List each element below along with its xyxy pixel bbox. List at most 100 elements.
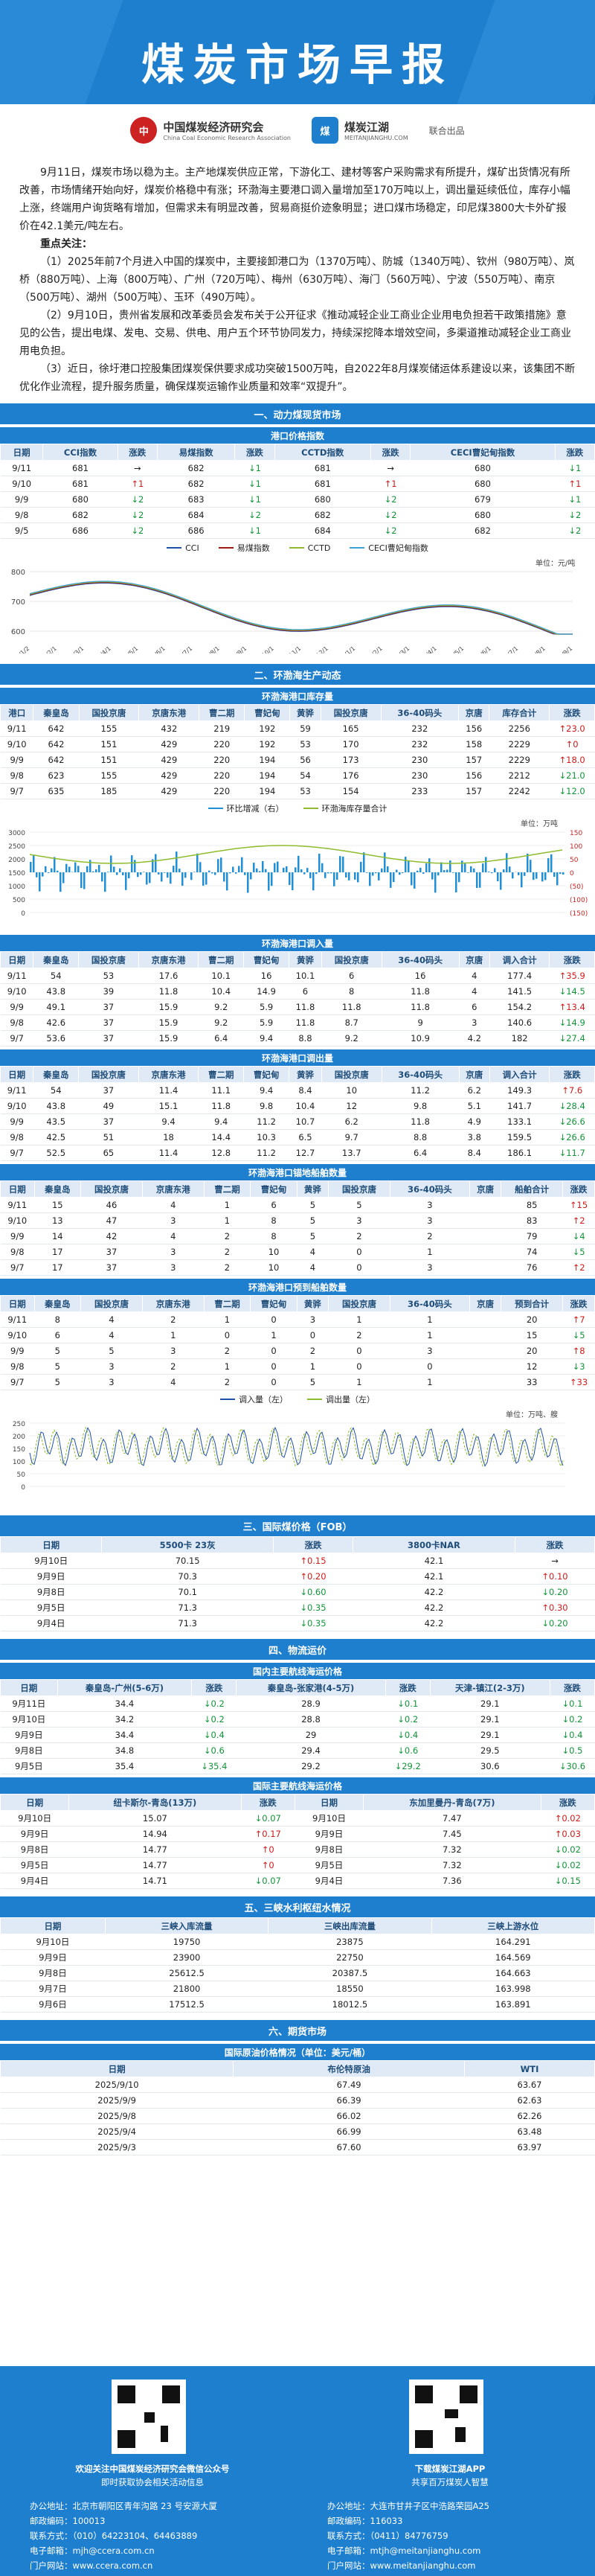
org2-name: 煤炭江湖 bbox=[344, 121, 389, 134]
change-bar bbox=[464, 863, 466, 872]
change-bar bbox=[178, 869, 181, 872]
x-tick-label: 2024/4/1 bbox=[87, 645, 112, 653]
change-bar bbox=[485, 857, 487, 872]
table-cell: ↑0.10 bbox=[515, 1568, 595, 1585]
table-cell: 8.8 bbox=[289, 1030, 322, 1046]
footer-contact-line[interactable]: 门户网站：www.ccera.com.cn bbox=[30, 2560, 153, 2571]
change-bar bbox=[62, 872, 65, 883]
inflow-table: 日期 秦皇岛 国投京唐 京唐东港 曹二期 曹妃甸 黄骅 国投京唐 36-40码头 京唐 调入合计 涨跌… bbox=[0, 951, 595, 1046]
x-tick-label: 2025/2/1 bbox=[358, 645, 383, 653]
table-cell: ↓1 bbox=[555, 491, 595, 508]
flow-line-1 bbox=[29, 1426, 564, 1468]
change-bar bbox=[306, 868, 309, 872]
change-bar bbox=[74, 862, 77, 872]
table-cell: 11.8 bbox=[382, 983, 460, 1000]
change-bar bbox=[149, 872, 151, 883]
table-row: 9/10 43.8 49 15.1 11.8 9.8 10.4 12 9.8 5.1 141.7 ↓2… bbox=[0, 1098, 595, 1114]
table-cell: 680 bbox=[410, 460, 556, 476]
footer-left-contacts: 办公地址：北京市朝阳区青年沟路 23 号安源大厦 邮政编码：100013 联系方… bbox=[30, 2499, 217, 2573]
footer-contact-line: 联系方式：（0411）84776759 bbox=[327, 2531, 448, 2541]
table-cell: 4 bbox=[459, 968, 490, 984]
footer-contact-line[interactable]: 电子邮箱：mtjh@meitanjianghu.com bbox=[327, 2545, 481, 2556]
legend-item: 调出量（左） bbox=[307, 1393, 375, 1405]
table-cell: 9/10 bbox=[0, 476, 43, 492]
table-cell: 63.97 bbox=[464, 2139, 595, 2155]
change-bar bbox=[318, 853, 321, 872]
change-bar bbox=[309, 872, 312, 878]
table-cell: 192 bbox=[244, 736, 290, 752]
change-bar bbox=[68, 866, 71, 872]
y-tick-label: 700 bbox=[11, 598, 25, 607]
column-header: 日期 bbox=[0, 1536, 103, 1553]
table-cell: 10 bbox=[250, 1259, 298, 1276]
table-cell: 9月5日 bbox=[0, 1857, 69, 1873]
x-tick-label: 2024/12/1 bbox=[302, 645, 329, 653]
table-cell: → bbox=[515, 1553, 595, 1569]
table-cell: 9月8日 bbox=[295, 1841, 364, 1858]
inventory-line bbox=[29, 845, 563, 864]
table-cell: 9/7 bbox=[0, 783, 33, 799]
table-cell: 0 bbox=[297, 1327, 329, 1343]
table-cell: 5 bbox=[328, 1197, 390, 1213]
table-cell: 2 bbox=[297, 1343, 329, 1359]
y2-tick-label: 100 bbox=[570, 843, 582, 851]
change-bar bbox=[411, 872, 413, 886]
change-bar bbox=[33, 855, 35, 872]
column-header: 涨跌 bbox=[240, 1794, 295, 1811]
table-cell: 686 bbox=[42, 522, 118, 539]
table-cell: 1 bbox=[204, 1212, 251, 1229]
table-cell: 0 bbox=[328, 1259, 390, 1276]
table-cell: 9.4 bbox=[138, 1113, 199, 1130]
table-row: 9/11 15 46 4 1 6 5 5 3 85 ↑15 bbox=[0, 1197, 595, 1213]
table-row: 9/7 52.5 65 11.4 12.8 11.2 12.7 13.7 6.4 8.4 186.1… bbox=[0, 1145, 595, 1161]
change-bar bbox=[98, 865, 100, 872]
table-cell: 42.5 bbox=[33, 1129, 79, 1145]
table-cell: 83 bbox=[501, 1212, 563, 1229]
change-bar bbox=[265, 869, 267, 872]
change-bar bbox=[497, 872, 499, 882]
table-row: 9月9日 34.4 ↓0.4 29 ↓0.4 29.1 ↓0.4 bbox=[0, 1727, 595, 1743]
y-tick-label: 2000 bbox=[8, 857, 25, 864]
table-cell: ↓0.60 bbox=[273, 1584, 353, 1600]
change-bar bbox=[479, 872, 481, 888]
column-header: 京唐 bbox=[458, 951, 490, 968]
table-cell: 29.5 bbox=[430, 1742, 550, 1759]
org1-name: 中国煤炭经济研究会 bbox=[163, 121, 264, 134]
table-cell: 684 bbox=[157, 507, 235, 523]
table-cell: 1 bbox=[250, 1327, 298, 1343]
table-cell: 9/9 bbox=[0, 1228, 35, 1244]
table-cell: ↓4 bbox=[562, 1228, 595, 1244]
table-cell: 34.4 bbox=[57, 1727, 192, 1743]
change-bar bbox=[247, 872, 249, 893]
table-cell: 70.1 bbox=[101, 1584, 274, 1600]
change-bar bbox=[80, 872, 83, 889]
table-cell: 62.63 bbox=[464, 2092, 595, 2109]
table-cell: 177.4 bbox=[489, 968, 550, 984]
table-cell: ↓1 bbox=[234, 522, 275, 539]
table-row: 9月9日 14.94 ↑0.17 9月9日 7.45 ↑0.03 bbox=[0, 1826, 595, 1842]
table-cell: 682 bbox=[157, 476, 235, 492]
change-bar bbox=[128, 872, 130, 879]
table-row: 9/9 14 42 4 2 8 5 2 2 79 ↓4 bbox=[0, 1228, 595, 1244]
table-cell: 9月10日 bbox=[0, 1711, 58, 1728]
chart-unit: 单位：万吨、艘 bbox=[506, 1410, 558, 1419]
table-cell: 2 bbox=[142, 1358, 205, 1375]
table-cell: 11.8 bbox=[138, 983, 199, 1000]
table-cell: → bbox=[370, 460, 411, 476]
footer-contact-line[interactable]: 电子邮箱：mjh@ccera.com.cn bbox=[30, 2545, 155, 2556]
table-cell: 53 bbox=[289, 736, 321, 752]
table-row: 9/10 642 151 429 220 192 53 170 232 158 2229 ↑0 bbox=[0, 736, 595, 752]
table-cell: 23900 bbox=[105, 1949, 268, 1966]
change-bar bbox=[443, 869, 446, 872]
table-cell: 3 bbox=[390, 1197, 470, 1213]
table-cell: 219 bbox=[199, 720, 245, 737]
table-cell: 154.2 bbox=[489, 999, 550, 1015]
footer-contact-line[interactable]: 门户网站：www.meitanjianghu.com bbox=[327, 2560, 476, 2571]
table-cell: 4 bbox=[142, 1228, 205, 1244]
x-tick-label: 2024/1/2 bbox=[6, 645, 30, 653]
change-bar bbox=[461, 860, 463, 872]
change-bar bbox=[274, 863, 276, 872]
x-tick-label: 2025/1/1 bbox=[332, 645, 356, 653]
x-tick-label: 2024/10/1 bbox=[248, 645, 275, 653]
change-bar bbox=[467, 872, 469, 873]
